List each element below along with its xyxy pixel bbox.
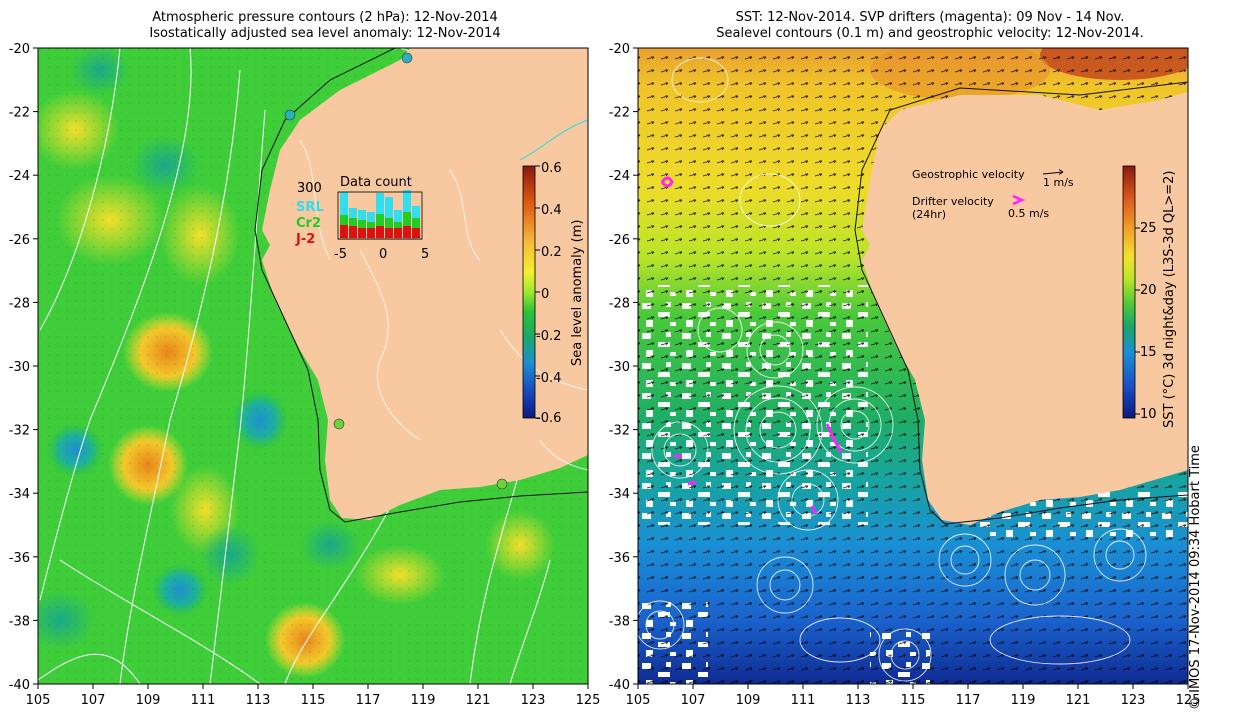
inset-legend-j2: J-2 — [295, 232, 315, 247]
right-lon-tick-label: 115 — [901, 693, 926, 708]
left-lon-tick-label: 113 — [246, 693, 271, 708]
geostrophic-scale: 1 m/s — [1043, 176, 1074, 189]
left-title-line2: Isostatically adjusted sea level anomaly… — [149, 26, 501, 41]
right-lat-tick-label: -28 — [609, 296, 630, 311]
inset-x-tick: -5 — [334, 247, 347, 262]
right-lat-tick-label: -20 — [609, 42, 630, 57]
left-lat-tick-label: -24 — [9, 169, 30, 184]
right-lon-tick-label: 119 — [1011, 693, 1036, 708]
left-lat-tick-label: -30 — [9, 360, 30, 375]
right-lat-tick-label: -30 — [609, 360, 630, 375]
left-lon-tick-label: 119 — [411, 693, 436, 708]
right-lat-tick-label: -38 — [609, 614, 630, 629]
right-lat-tick-label: -36 — [609, 551, 630, 566]
inset-legend-srl: SRL — [296, 200, 324, 215]
right-cbar-tick: 10 — [1140, 407, 1157, 422]
inset-title: Data count — [340, 175, 412, 190]
left-lat-tick-label: -38 — [9, 614, 30, 629]
imos-credit: © IMOS 17-Nov-2014 09:34 Hobart Time — [1188, 445, 1203, 710]
right-cbar-tick: 25 — [1140, 221, 1157, 236]
axes: 105 107 109 111 113 115 117 119 121 123 125-20-22-… — [9, 42, 1201, 708]
inset-x-tick: 0 — [379, 247, 387, 262]
left-lat-tick-label: -32 — [9, 424, 30, 439]
left-lon-tick-label: 105 — [26, 693, 51, 708]
left-cbar-tick: 0.6 — [541, 161, 562, 176]
drifter-scale: 0.5 m/s — [1008, 207, 1049, 220]
left-lon-tick-label: 121 — [466, 693, 491, 708]
left-lon-tick-label: 115 — [301, 693, 326, 708]
right-lon-tick-label: 123 — [1121, 693, 1146, 708]
geostrophic-label: Geostrophic velocity — [912, 168, 1025, 181]
drifter-scale-marker — [1012, 194, 1026, 206]
right-lat-tick-label: -32 — [609, 424, 630, 439]
tide-gauge-marker — [401, 52, 413, 64]
left-lat-tick-label: -36 — [9, 551, 30, 566]
right-colorbar: 25 20 15 10 SST (°C) 3d night&day (L3S-3… — [1122, 165, 1177, 429]
left-cbar-tick: 0 — [541, 287, 549, 302]
right-lat-tick-label: -34 — [609, 487, 630, 502]
left-lon-tick-label: 123 — [521, 693, 546, 708]
right-lat-tick-label: -24 — [609, 169, 630, 184]
right-land-australia — [862, 92, 1188, 525]
right-lon-tick-label: 111 — [791, 693, 816, 708]
right-map — [638, 48, 1188, 684]
left-cbar-tick: -0.6 — [536, 411, 561, 426]
right-lat-tick-label: -22 — [609, 106, 630, 121]
left-lat-tick-label: -26 — [9, 233, 30, 248]
right-cbar-tick: 20 — [1140, 283, 1157, 298]
right-title: SST: 12-Nov-2014. SVP drifters (magenta)… — [620, 10, 1240, 42]
right-lon-tick-label: 105 — [626, 693, 651, 708]
inset-legend-cr2: Cr2 — [296, 216, 321, 231]
right-lat-tick-label: -26 — [609, 233, 630, 248]
left-cbar-tick: 0.4 — [541, 203, 562, 218]
drifter-sub: (24hr) — [912, 208, 946, 221]
left-lat-tick-label: -40 — [9, 678, 30, 693]
left-lat-tick-label: -22 — [9, 106, 30, 121]
right-cbar-tick: 15 — [1140, 345, 1157, 360]
left-lat-tick-label: -34 — [9, 487, 30, 502]
inset-y-tick: 300 — [297, 181, 322, 196]
right-lon-tick-label: 107 — [681, 693, 706, 708]
right-shelf-line — [854, 81, 1188, 525]
left-land-australia — [262, 48, 588, 520]
left-shelf-line — [254, 48, 588, 523]
velocity-legend: Geostrophic velocity 1 m/s Drifter veloc… — [912, 168, 1074, 221]
left-cbar-label: Sea level anomaly (m) — [570, 220, 585, 366]
right-title-line2: Sealevel contours (0.1 m) and geostrophi… — [716, 26, 1144, 41]
left-lat-tick-label: -20 — [9, 42, 30, 57]
left-cbar-tick: -0.4 — [536, 371, 561, 386]
right-lon-tick-label: 109 — [736, 693, 761, 708]
sealevel-contours — [638, 57, 1147, 682]
tide-gauge-marker — [333, 418, 345, 430]
left-lon-tick-label: 117 — [356, 693, 381, 708]
right-cbar-label: SST (°C) 3d night&day (L3S-3d QL>=2) — [1162, 171, 1177, 429]
right-lon-tick-label: 121 — [1066, 693, 1091, 708]
left-title: Atmospheric pressure contours (2 hPa): 1… — [30, 10, 620, 42]
right-lat-tick-label: -40 — [609, 678, 630, 693]
inset-bars — [337, 190, 423, 240]
drifter-label: Drifter velocity — [912, 195, 994, 208]
left-lat-tick-label: -28 — [9, 296, 30, 311]
left-colorbar: 0.6 0.4 0.2 0 -0.2 -0.4 -0.6 Sea level a… — [522, 161, 585, 426]
tide-gauge-marker — [284, 109, 296, 121]
left-lon-tick-label: 109 — [136, 693, 161, 708]
geostrophic-scale-arrow — [1042, 171, 1064, 175]
left-cbar-tick: -0.2 — [536, 329, 561, 344]
svp-drifter-tracks — [660, 176, 843, 515]
left-lon-tick-label: 111 — [191, 693, 216, 708]
right-lon-tick-label: 125 — [1176, 693, 1201, 708]
left-title-line1: Atmospheric pressure contours (2 hPa): 1… — [152, 10, 498, 25]
data-count-inset: Data count 300 -5 0 5 SRL Cr2 J-2 — [295, 175, 429, 262]
inset-x-tick: 5 — [421, 247, 429, 262]
right-lon-tick-label: 117 — [956, 693, 981, 708]
left-cbar-tick: 0.2 — [541, 245, 562, 260]
left-lon-tick-label: 107 — [81, 693, 106, 708]
left-lon-tick-label: 125 — [576, 693, 601, 708]
left-map — [38, 48, 588, 684]
right-title-line1: SST: 12-Nov-2014. SVP drifters (magenta)… — [735, 10, 1125, 25]
tide-gauge-marker — [496, 478, 508, 490]
right-lon-tick-label: 113 — [846, 693, 871, 708]
